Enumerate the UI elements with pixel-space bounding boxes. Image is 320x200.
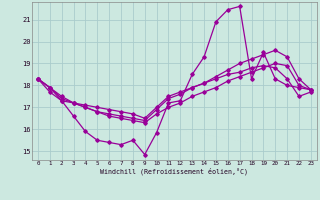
X-axis label: Windchill (Refroidissement éolien,°C): Windchill (Refroidissement éolien,°C) [100,168,248,175]
